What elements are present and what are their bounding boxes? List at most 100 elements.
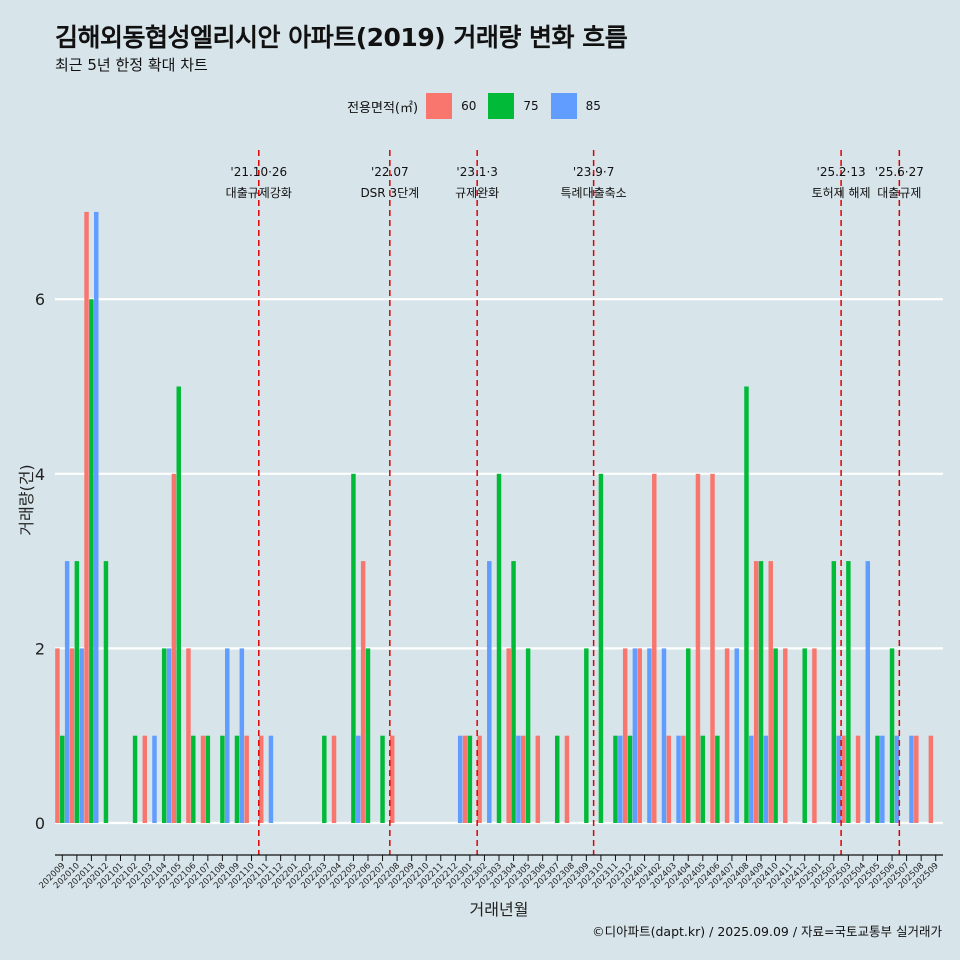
- legend-label-85: 85: [585, 99, 601, 113]
- y-tick-label: 2: [35, 639, 45, 658]
- bar-202409-75: [758, 561, 764, 823]
- x-axis-title: 거래년월: [470, 900, 529, 919]
- bar-202410-75: [773, 648, 778, 823]
- bar-202111-85: [268, 735, 274, 823]
- bar-202009-75: [60, 735, 65, 823]
- bar-202406-75: [715, 735, 720, 823]
- bar-202302-60: [477, 735, 482, 823]
- event-label: 대출규제: [877, 186, 921, 200]
- bar-202303-75: [496, 473, 502, 823]
- bar-202405-75: [700, 735, 706, 823]
- event-date: '21.10·26: [230, 165, 287, 179]
- bar-202108-85: [225, 648, 230, 823]
- y-tick-label: 6: [35, 290, 45, 309]
- event-date: '22.07: [371, 165, 409, 179]
- legend: 전용면적(㎡) 60 75 85: [0, 93, 960, 119]
- event-date: '25.6·27: [875, 165, 924, 179]
- bar-202304-60: [506, 648, 511, 823]
- bar-202103-60: [142, 735, 148, 823]
- bar-202105-60: [171, 473, 177, 823]
- bar-202401-60: [637, 648, 642, 823]
- bar-202505-85: [880, 735, 885, 823]
- bar-202401-85: [647, 648, 652, 823]
- bar-202105-75: [176, 386, 181, 823]
- bar-202107-60: [200, 735, 206, 823]
- bar-202308-60: [564, 735, 570, 823]
- bar-202109-75: [234, 735, 240, 823]
- bar-202402-60: [652, 473, 657, 823]
- bar-202410-60: [768, 561, 773, 823]
- bar-202010-60: [69, 648, 75, 823]
- bar-202207-75: [380, 735, 385, 823]
- bar-202309-75: [584, 648, 589, 823]
- bar-202107-75: [205, 735, 211, 823]
- bar-202305-75: [525, 648, 531, 823]
- legend-swatch-85: [550, 93, 577, 119]
- bar-202406-60: [710, 473, 715, 823]
- bar-202009-85: [64, 561, 70, 823]
- bar-202304-85: [516, 735, 521, 823]
- bar-202106-60: [186, 648, 191, 823]
- bar-202011-75: [89, 299, 94, 823]
- bar-202104-85: [166, 648, 172, 823]
- legend-label-75: 75: [523, 99, 539, 113]
- bar-202504-85: [865, 561, 871, 823]
- bar-202405-60: [695, 473, 701, 823]
- bar-202012-75: [103, 561, 109, 823]
- event-date: '23.9·7: [573, 165, 614, 179]
- bar-202312-60: [622, 648, 628, 823]
- bar-202203-75: [322, 735, 327, 823]
- bar-202009-60: [55, 648, 60, 823]
- bar-202206-60: [360, 561, 366, 823]
- legend-swatch-75: [488, 93, 515, 119]
- bar-202106-75: [191, 735, 196, 823]
- chart-title: 김해외동협성엘리시안 아파트(2019) 거래량 변화 흐름: [55, 23, 628, 52]
- bar-202409-60: [753, 561, 759, 823]
- bar-202508-60: [914, 735, 919, 823]
- bar-202109-85: [239, 648, 245, 823]
- event-label: 규제완화: [455, 186, 499, 200]
- bar-202301-60: [462, 735, 468, 823]
- bar-202302-85: [487, 561, 492, 823]
- bar-202412-75: [802, 648, 807, 823]
- bar-202310-75: [598, 473, 604, 823]
- bar-202411-60: [783, 648, 788, 823]
- bar-202502-75: [831, 561, 837, 823]
- bar-202110-60: [244, 735, 249, 823]
- bar-202503-60: [841, 735, 846, 823]
- event-date: '23.1·3: [456, 165, 497, 179]
- y-tick-label: 0: [35, 814, 45, 833]
- bar-202407-60: [724, 648, 730, 823]
- bar-202011-60: [84, 211, 89, 823]
- bar-202205-85: [356, 735, 361, 823]
- bar-202403-85: [676, 735, 681, 823]
- legend-title: 전용면적(㎡): [347, 100, 419, 116]
- bar-202010-75: [74, 561, 80, 823]
- event-date: '25.2·13: [817, 165, 866, 179]
- bar-202408-85: [749, 735, 754, 823]
- legend-item-60: 60: [426, 93, 476, 119]
- bar-202306-60: [535, 735, 541, 823]
- bar-202506-75: [889, 648, 895, 823]
- bar-202108-75: [220, 735, 225, 823]
- legend-swatch-60: [426, 93, 453, 119]
- bar-202502-85: [836, 735, 841, 823]
- bar-202311-85: [618, 735, 623, 823]
- bar-202403-60: [666, 735, 672, 823]
- chart-subtitle: 최근 5년 한정 확대 차트: [55, 56, 208, 74]
- bar-202507-85: [909, 735, 914, 823]
- bar-202212-85: [457, 735, 463, 823]
- bar-202103-85: [152, 735, 157, 823]
- bar-202011-85: [94, 211, 99, 823]
- legend-item-85: 85: [550, 93, 601, 119]
- bar-202301-75: [467, 735, 473, 823]
- bar-202504-60: [855, 735, 861, 823]
- bar-202409-85: [763, 735, 769, 823]
- event-label: 대출규제강화: [226, 186, 292, 200]
- event-label: 토허제 해제: [812, 186, 871, 200]
- event-label: 특례대출축소: [560, 186, 626, 200]
- bar-202204-60: [331, 735, 337, 823]
- bar-202307-75: [554, 735, 560, 823]
- bar-202206-75: [365, 648, 371, 823]
